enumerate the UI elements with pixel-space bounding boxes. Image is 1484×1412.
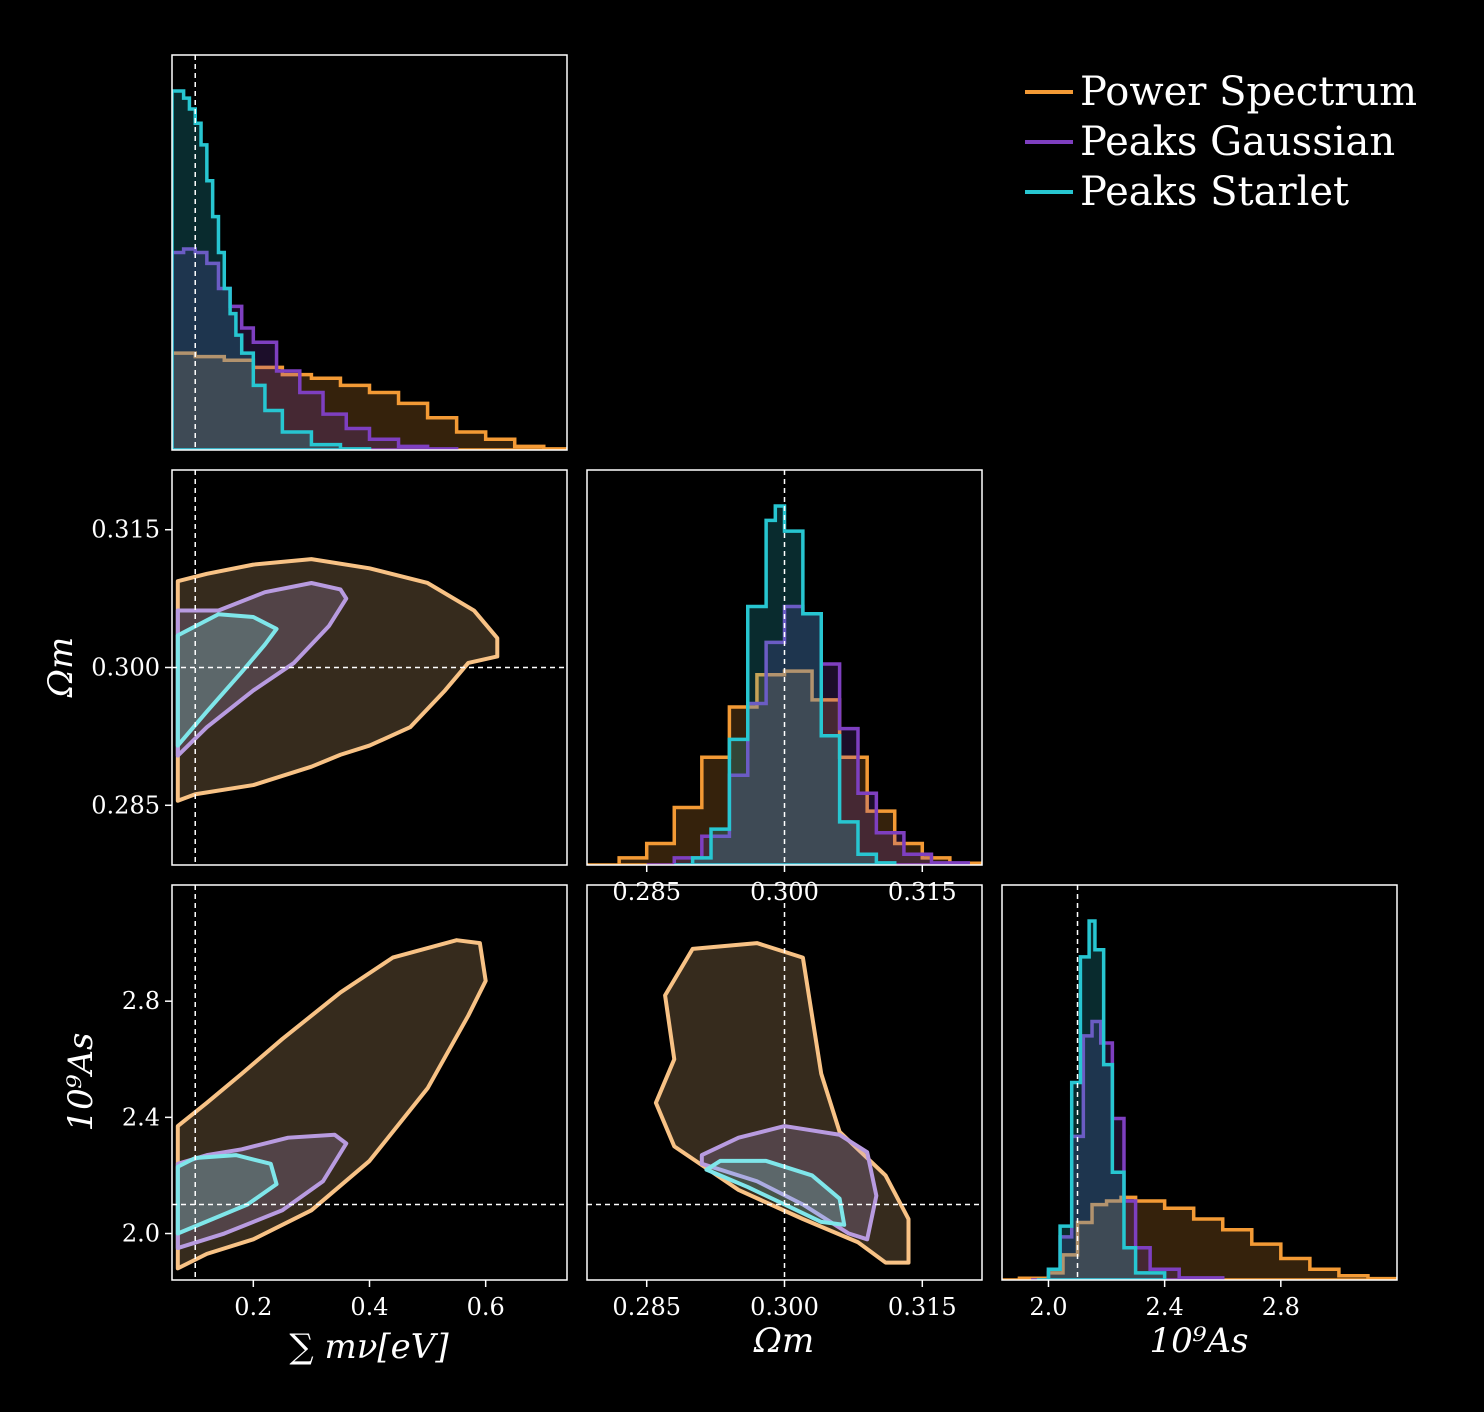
x-tick-label: 0.285: [612, 878, 681, 906]
legend-item: Power Spectrum: [1025, 69, 1417, 115]
panel-frame: [586, 469, 983, 866]
contour-peaks-starlet: [175, 612, 279, 748]
legend-item: Peaks Gaussian: [1025, 119, 1395, 165]
panels-layer: 0.285 0.300 0.315 0.285 0.300 0.315 2.0 2.4 2.8 0…: [91, 54, 1398, 1321]
panel-as-vs-om: 0.285 0.300 0.315: [586, 884, 983, 1321]
panel-om-marginal: 0.285 0.300 0.315: [586, 469, 983, 906]
panel-mnu-marginal: [171, 54, 568, 451]
hist-fill-peaks-gaussian: [646, 606, 969, 865]
legend-label: Power Spectrum: [1080, 69, 1417, 115]
y-tick-label: 0.285: [91, 791, 160, 819]
contour-peaks-gaussian: [699, 1124, 879, 1242]
y-axis-label-as: 10⁹As: [61, 1033, 101, 1132]
x-tick-label: 0.6: [467, 1293, 505, 1321]
x-tick-label: 0.285: [612, 1293, 681, 1321]
hist-line-power-spectrum: [1002, 1195, 1397, 1280]
x-tick-label: 0.2: [234, 1293, 272, 1321]
plot-area-om-vs-mnu: [172, 470, 567, 865]
hist-line-power-spectrum: [172, 351, 567, 450]
legend-item: Peaks Starlet: [1025, 169, 1349, 215]
contour-peaks-gaussian: [175, 580, 349, 758]
plot-area-as-vs-om: [587, 885, 982, 1280]
x-tick-label: 2.0: [1029, 1293, 1067, 1321]
hist-fill-peaks-gaussian: [1031, 1021, 1223, 1280]
x-tick-label: 0.300: [750, 878, 819, 906]
x-tick-label: 0.315: [888, 878, 957, 906]
hist-fill-peaks-starlet: [172, 91, 370, 450]
legend-label: Peaks Starlet: [1080, 169, 1349, 215]
x-tick-label: 2.4: [1146, 1293, 1184, 1321]
x-tick-label: 0.4: [350, 1293, 388, 1321]
y-tick-label: 2.8: [122, 987, 160, 1015]
contour-power-spectrum: [653, 941, 911, 1265]
hist-line-peaks-gaussian: [1031, 1019, 1225, 1280]
panel-frame: [171, 54, 568, 451]
y-tick-label: 2.4: [122, 1103, 160, 1131]
plot-area-mnu-marginal: [172, 55, 567, 450]
y-axis-label-om: Ωm: [41, 637, 81, 698]
x-axis-label-mnu: ∑ mν[eV]: [289, 1327, 449, 1367]
hist-line-peaks-gaussian: [172, 247, 459, 450]
x-axis-label-om: Ωm: [753, 1321, 814, 1361]
y-tick-label: 2.0: [122, 1220, 160, 1248]
panel-frame: [171, 884, 568, 1281]
panel-om-vs-mnu: 0.285 0.300 0.315: [91, 469, 568, 866]
plot-area-as-marginal: [1002, 885, 1397, 1280]
y-tick-label: 0.300: [91, 654, 160, 682]
hist-line-peaks-starlet: [172, 89, 372, 450]
x-axis-label-as: 10⁹As: [1150, 1321, 1249, 1361]
hist-fill-power-spectrum: [172, 353, 567, 450]
plot-area-om-marginal: [587, 470, 982, 865]
x-tick-label: 2.8: [1262, 1293, 1300, 1321]
axis-labels-layer: ∑ mν[eV] Ωm 10⁹As Ωm 10⁹As: [41, 637, 1248, 1367]
contour-peaks-starlet: [175, 1153, 279, 1236]
panel-as-marginal: 2.0 2.4 2.8: [1001, 884, 1398, 1321]
panel-as-vs-mnu: 2.0 2.4 2.8 0.2 0.4 0.6: [122, 884, 568, 1321]
y-tick-label: 0.315: [91, 516, 160, 544]
panel-frame: [586, 884, 983, 1281]
contour-power-spectrum: [175, 938, 488, 1271]
hist-fill-peaks-gaussian: [172, 248, 457, 450]
panel-frame: [171, 469, 568, 866]
x-tick-label: 0.315: [888, 1293, 957, 1321]
hist-line-power-spectrum: [587, 669, 982, 865]
hist-line-peaks-starlet: [1036, 919, 1167, 1280]
hist-fill-peaks-starlet: [1036, 921, 1165, 1280]
panel-frame: [1001, 884, 1398, 1281]
plot-area-as-vs-mnu: [172, 885, 567, 1280]
x-tick-label: 0.300: [750, 1293, 819, 1321]
legend-label: Peaks Gaussian: [1080, 119, 1395, 165]
contour-peaks-starlet: [704, 1158, 847, 1227]
